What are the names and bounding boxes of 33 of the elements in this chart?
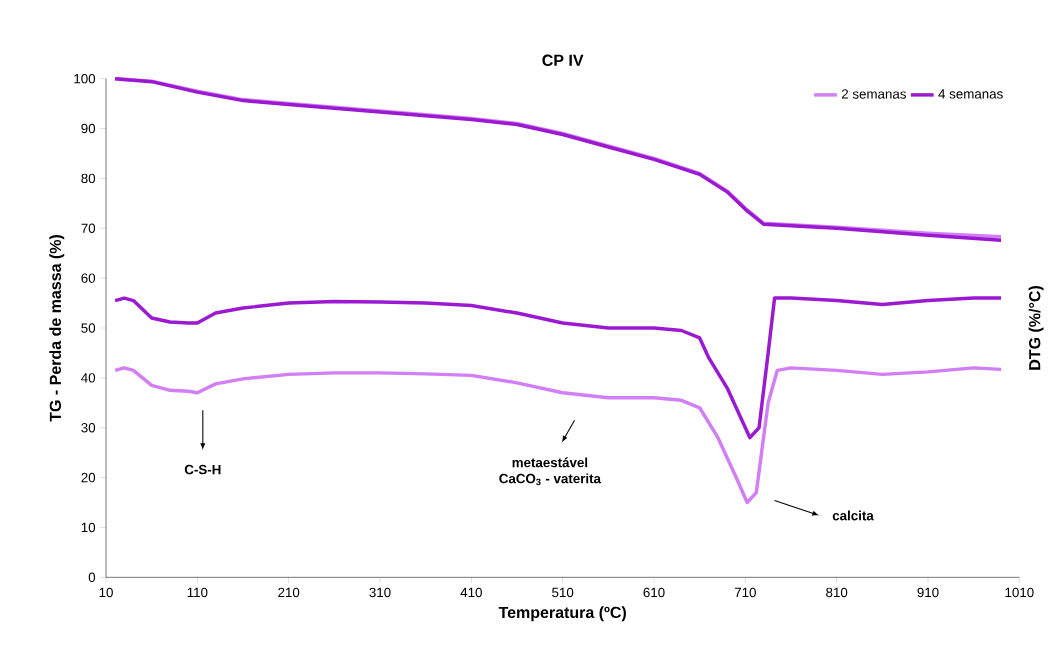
y-tick-label: 100 — [74, 73, 96, 84]
x-tick-label: 910 — [917, 587, 939, 598]
line-series — [113, 366, 1003, 505]
x-tick-label: 110 — [187, 587, 208, 598]
x-tick-label: 310 — [369, 587, 391, 598]
x-tick-label: 610 — [643, 587, 665, 598]
y-tick-label: 0 — [88, 572, 96, 583]
annotation: metaestável CaCO$_{3}$ - vaterita — [499, 457, 602, 486]
chart-title: CP IV — [542, 54, 584, 66]
x-tick-label: 510 — [552, 587, 574, 598]
y-tick-label: 70 — [81, 223, 96, 233]
y2-axis-title: DTG (%/°C) — [1028, 286, 1044, 370]
x-tick-label: 410 — [460, 587, 482, 598]
legend-label: 2 semanas — [841, 89, 906, 99]
x-tick-label: 810 — [826, 587, 848, 598]
y-tick-label: 80 — [81, 173, 96, 184]
x-tick-label: 1010 — [1005, 587, 1034, 598]
y-tick-label: 90 — [81, 123, 96, 134]
y-tick-label: 40 — [81, 373, 96, 383]
y-tick-label: 60 — [81, 273, 96, 283]
x-tick-label: 210 — [278, 587, 300, 598]
x-tick-label: 710 — [734, 587, 756, 598]
y-tick-label: 10 — [81, 522, 96, 533]
x-tick-label: 10 — [99, 587, 113, 598]
annotation: C-S-H — [184, 464, 221, 475]
y-axis-title: TG - Perda de massa (%) — [49, 234, 65, 422]
annotation: calcita — [832, 510, 874, 521]
y-tick-label: 30 — [81, 423, 96, 433]
line-series — [113, 296, 1003, 440]
x-axis-title: Temperatura (ºC) — [498, 606, 626, 622]
y-tick-label: 20 — [81, 472, 96, 483]
y-tick-label: 50 — [81, 323, 96, 333]
legend-label: 4 semanas — [938, 89, 1003, 99]
